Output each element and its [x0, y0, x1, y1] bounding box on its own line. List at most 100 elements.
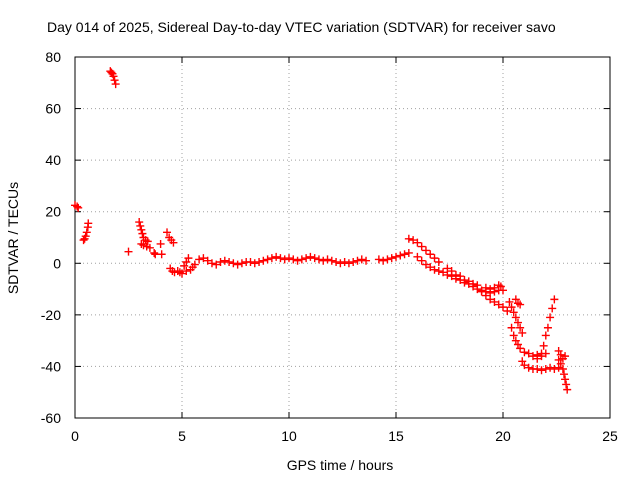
data-point [494, 300, 503, 309]
data-point [509, 308, 518, 317]
data-point [156, 239, 165, 248]
y-tick-label: 0 [53, 255, 61, 271]
data-point [486, 288, 495, 297]
data-point [184, 254, 193, 263]
data-point [503, 306, 512, 315]
data-point [178, 269, 186, 278]
data-point [528, 352, 537, 361]
data-point [430, 265, 439, 274]
data-point [499, 303, 507, 312]
data-point [417, 256, 426, 265]
data-point [426, 250, 435, 259]
data-point [306, 252, 315, 261]
data-point [543, 323, 552, 332]
data-point [319, 256, 328, 265]
data-point [229, 259, 238, 268]
x-tick-label: 25 [602, 428, 618, 444]
data-point [150, 248, 159, 257]
x-tick-label: 10 [281, 428, 297, 444]
data-point [216, 257, 225, 266]
data-point [143, 237, 152, 246]
data-point [563, 385, 572, 394]
data-point [207, 259, 216, 268]
data-point [276, 254, 285, 263]
data-point [310, 254, 319, 263]
data-point [518, 328, 527, 337]
data-point [548, 304, 557, 313]
data-point [110, 76, 119, 85]
x-axis-label: GPS time / hours [287, 457, 394, 473]
data-point [541, 331, 550, 340]
data-point [340, 257, 349, 266]
data-point [220, 256, 229, 265]
data-point [550, 295, 559, 304]
data-point [285, 254, 293, 263]
data-point [136, 221, 145, 230]
data-point [81, 232, 90, 241]
y-tick-label: -20 [41, 307, 61, 323]
data-point [561, 352, 570, 361]
data-point [297, 255, 306, 264]
data-point [421, 260, 430, 269]
data-point [456, 272, 465, 281]
data-point [434, 267, 443, 276]
data-point [259, 256, 268, 265]
data-point [426, 263, 435, 272]
data-point [469, 279, 478, 288]
data-point [516, 323, 525, 332]
data-point [203, 256, 212, 265]
data-point [383, 255, 392, 264]
data-point [481, 287, 490, 296]
grid-lines [75, 57, 610, 418]
data-point [443, 264, 452, 273]
data-point [332, 257, 341, 266]
data-point [357, 255, 366, 264]
data-point [195, 255, 204, 264]
data-point [379, 256, 388, 265]
data-point [374, 255, 383, 264]
data-point [237, 259, 246, 268]
data-point [490, 297, 499, 306]
data-point [434, 257, 443, 266]
data-point [314, 255, 323, 264]
data-point [413, 252, 422, 261]
data-point [562, 380, 571, 389]
data-point [546, 313, 555, 322]
data-point [524, 349, 533, 358]
data-point [558, 365, 567, 374]
data-point [353, 256, 362, 265]
data-point [109, 72, 118, 81]
data-point [439, 268, 448, 277]
data-point [507, 303, 516, 312]
data-point [490, 287, 499, 296]
data-point [157, 250, 166, 259]
data-point [537, 366, 546, 375]
data-point [516, 344, 525, 353]
data-point [182, 267, 191, 276]
y-tick-label: 20 [45, 204, 61, 220]
y-tick-label: 40 [45, 152, 61, 168]
y-tick-labels: -60 -40 -20 0 20 40 60 80 [41, 49, 61, 426]
data-point [396, 251, 405, 260]
data-point [546, 363, 555, 372]
data-point [280, 255, 289, 264]
data-point [137, 225, 146, 234]
data-point [233, 260, 242, 269]
y-tick-label: -60 [41, 410, 61, 426]
data-point [533, 365, 542, 374]
data-point [533, 350, 542, 359]
data-point [507, 323, 516, 332]
data-point [289, 255, 298, 264]
data-point [74, 203, 83, 212]
data-point [199, 254, 208, 263]
plot-frame [74, 56, 611, 419]
data-point [409, 236, 418, 245]
data-point [561, 375, 570, 384]
data-point [336, 259, 345, 268]
data-point [145, 243, 154, 252]
data-point [225, 257, 234, 266]
data-point [505, 297, 514, 306]
axis-ticks [74, 56, 611, 419]
data-point [111, 80, 120, 89]
